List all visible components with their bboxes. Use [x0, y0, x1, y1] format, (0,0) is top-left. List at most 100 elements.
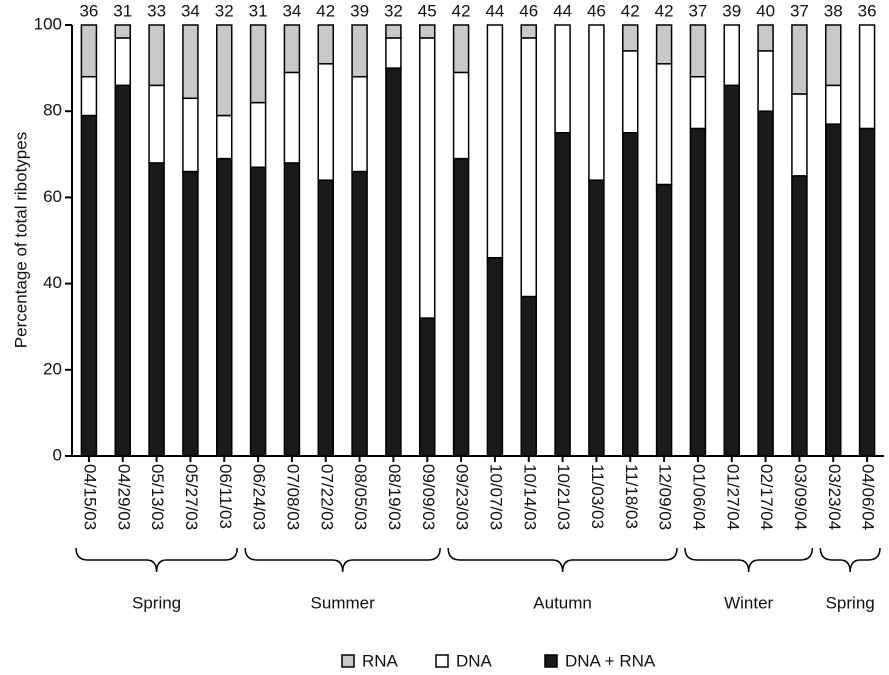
x-tick-label: 10/07/03 [486, 464, 505, 530]
bar-segment [114, 37, 131, 87]
bar-segment [757, 24, 774, 52]
x-tick-label: 08/19/03 [385, 464, 404, 530]
bar-segment [249, 24, 267, 104]
bar-segment [588, 179, 605, 457]
total-label: 45 [418, 1, 437, 20]
x-tick-label: 06/24/03 [250, 464, 269, 530]
bar-segment [520, 37, 537, 298]
bar-segment [486, 256, 504, 457]
bar-segment [80, 75, 98, 117]
bar-segment [182, 24, 199, 100]
bar-segment [283, 24, 301, 74]
bar-segment [520, 295, 537, 457]
total-label: 44 [485, 1, 504, 20]
bar-segment [452, 24, 470, 74]
bar-segment [723, 24, 740, 87]
total-label: 32 [215, 1, 234, 20]
bar-segment [351, 75, 368, 173]
bar-segment [723, 84, 740, 457]
total-label: 46 [519, 1, 538, 20]
bar-segment [655, 63, 673, 186]
bar-segment [452, 71, 470, 160]
bar-segment [216, 114, 233, 160]
bar-segment [622, 50, 639, 134]
total-label: 40 [756, 1, 775, 20]
bar-segment [385, 37, 402, 69]
total-label: 34 [181, 1, 200, 20]
total-label: 33 [147, 1, 166, 20]
bar-segment [655, 24, 673, 65]
bar-segment [216, 24, 233, 117]
bar-segment [554, 24, 571, 134]
total-label: 42 [452, 1, 471, 20]
y-tick-label: 100 [34, 14, 62, 33]
bar-segment [351, 24, 368, 78]
bar-segment [419, 37, 436, 319]
x-tick-label: 11/18/03 [622, 464, 641, 529]
x-tick-label: 12/09/03 [656, 464, 675, 530]
bar-segment [689, 127, 707, 457]
group-brace [75, 547, 238, 573]
bar-segment [791, 24, 808, 95]
total-label: 37 [790, 1, 809, 20]
bar-segment [588, 24, 605, 181]
x-tick-label: 11/03/03 [588, 464, 607, 529]
x-tick-label: 06/11/03 [216, 464, 235, 529]
y-tick-label: 80 [43, 101, 62, 120]
bar-segment [148, 24, 165, 87]
total-label: 42 [655, 1, 674, 20]
x-tick-label: 08/05/03 [351, 464, 370, 530]
group-label: Spring [132, 593, 181, 612]
bar-segment [351, 170, 368, 457]
group-label: Winter [724, 593, 773, 612]
bar-segment [317, 24, 334, 65]
bar-segment [317, 63, 334, 181]
total-label: 31 [249, 1, 268, 20]
x-tick-label: 03/23/04 [825, 464, 844, 530]
x-tick-label: 01/27/04 [723, 464, 742, 530]
bar-segment [825, 84, 842, 125]
bar-segment [182, 170, 199, 457]
bar-segment [689, 24, 707, 78]
total-label: 36 [858, 1, 877, 20]
x-tick-label: 03/09/04 [791, 464, 810, 530]
bar-segment [419, 24, 436, 39]
bar-segment [486, 24, 504, 259]
y-tick-label: 20 [43, 359, 62, 378]
y-tick-label: 60 [43, 187, 62, 206]
bar-segment [791, 93, 808, 177]
bar-segment [757, 110, 774, 457]
bar-segment [520, 24, 537, 39]
bar-segment [622, 132, 639, 457]
bar-segment [182, 97, 199, 173]
legend-label: RNA [362, 651, 399, 670]
bar-segment [419, 317, 436, 457]
legend-swatch [544, 654, 558, 668]
total-label: 32 [384, 1, 403, 20]
group-brace [819, 547, 881, 573]
group-brace [244, 547, 441, 573]
bar-segment [80, 114, 98, 457]
bar-segment [385, 67, 402, 457]
bar-segment [249, 101, 267, 168]
x-tick-label: 04/06/04 [859, 464, 878, 530]
bar-segment [858, 24, 876, 130]
x-tick-label: 02/17/04 [757, 464, 776, 530]
bar-segment [80, 24, 98, 78]
x-tick-label: 01/06/04 [689, 464, 708, 530]
y-axis-label: Percentage of total ribotypes [11, 132, 30, 348]
bar-segment [689, 75, 707, 130]
bar-segment [249, 166, 267, 457]
total-label: 34 [282, 1, 301, 20]
bar-segment [148, 162, 165, 457]
x-tick-label: 04/15/03 [80, 464, 99, 530]
bar-segment [452, 157, 470, 457]
legend-swatch [435, 654, 449, 668]
group-label: Autumn [533, 593, 592, 612]
bar-segment [114, 84, 131, 457]
total-label: 37 [688, 1, 707, 20]
total-label: 39 [350, 1, 369, 20]
bar-segment [858, 127, 876, 457]
bar-segment [622, 24, 639, 52]
